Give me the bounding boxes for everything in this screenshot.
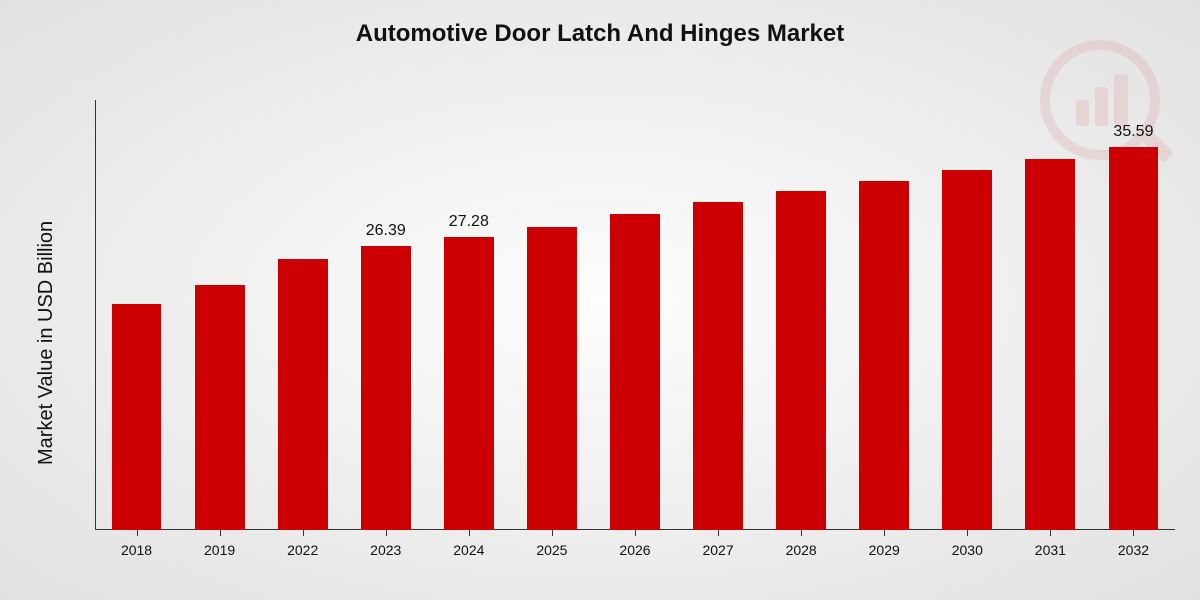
x-tick-label: 2028 — [760, 542, 843, 558]
y-axis-line — [95, 100, 96, 530]
bar — [361, 246, 411, 530]
bar-value-label: 27.28 — [427, 213, 510, 231]
bar — [776, 191, 826, 530]
x-tick-label: 2022 — [261, 542, 344, 558]
x-tick-label: 2031 — [1009, 542, 1092, 558]
bar-value-label: 35.59 — [1092, 123, 1175, 141]
y-axis-label: Market Value in USD Billion — [35, 221, 58, 465]
x-tick — [635, 530, 636, 536]
x-tick-label: 2026 — [593, 542, 676, 558]
x-tick — [718, 530, 719, 536]
bar — [527, 227, 577, 530]
x-tick-label: 2018 — [95, 542, 178, 558]
x-tick — [220, 530, 221, 536]
x-tick — [967, 530, 968, 536]
chart-container: Automotive Door Latch And Hinges Market M… — [0, 0, 1200, 600]
x-tick — [386, 530, 387, 536]
x-tick — [137, 530, 138, 536]
x-tick — [884, 530, 885, 536]
x-tick-label: 2023 — [344, 542, 427, 558]
x-tick — [552, 530, 553, 536]
bar — [1109, 147, 1159, 530]
bar — [444, 237, 494, 530]
bar — [693, 202, 743, 530]
x-tick — [303, 530, 304, 536]
bar — [112, 304, 162, 530]
x-tick — [469, 530, 470, 536]
bar — [610, 214, 660, 530]
x-tick — [1133, 530, 1134, 536]
plot-area: 20182019202226.39202327.2820242025202620… — [95, 100, 1175, 530]
x-tick-label: 2027 — [677, 542, 760, 558]
chart-title: Automotive Door Latch And Hinges Market — [0, 20, 1200, 48]
bar — [859, 181, 909, 530]
bar — [1025, 159, 1075, 530]
bar — [195, 285, 245, 530]
bar — [942, 170, 992, 530]
bar — [278, 259, 328, 530]
x-tick-label: 2032 — [1092, 542, 1175, 558]
x-tick-label: 2019 — [178, 542, 261, 558]
x-tick — [801, 530, 802, 536]
x-tick-label: 2029 — [843, 542, 926, 558]
x-tick-label: 2024 — [427, 542, 510, 558]
x-tick-label: 2030 — [926, 542, 1009, 558]
bar-value-label: 26.39 — [344, 222, 427, 240]
x-tick — [1050, 530, 1051, 536]
x-tick-label: 2025 — [510, 542, 593, 558]
